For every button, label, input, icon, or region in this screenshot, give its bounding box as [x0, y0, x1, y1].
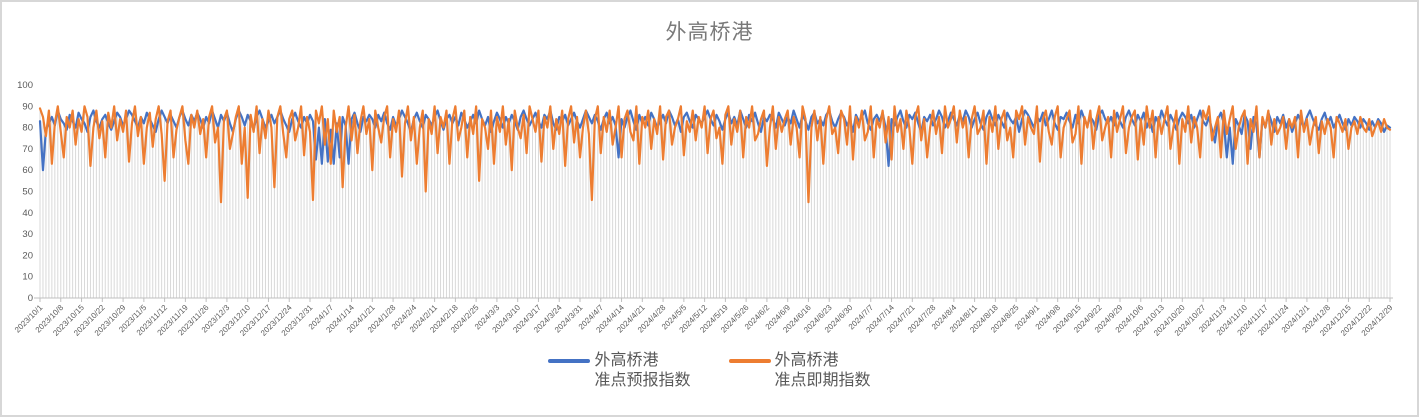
- svg-text:100: 100: [17, 80, 33, 91]
- svg-text:50: 50: [22, 187, 33, 198]
- svg-text:30: 30: [22, 229, 33, 240]
- legend-label-spot: 外高桥港 准点即期指数: [775, 351, 871, 391]
- legend-item-spot: 外高桥港 准点即期指数: [728, 351, 871, 391]
- legend-label-spot-line2: 准点即期指数: [774, 372, 871, 389]
- legend-line-swatch-blue: [548, 359, 591, 363]
- legend-label-spot-line1: 外高桥港: [774, 352, 839, 369]
- svg-text:90: 90: [22, 101, 33, 112]
- legend-label-forecast-line2: 准点预报指数: [594, 372, 691, 389]
- svg-text:60: 60: [22, 165, 33, 176]
- legend-item-forecast: 外高桥港 准点预报指数: [548, 351, 691, 391]
- svg-text:20: 20: [22, 250, 33, 261]
- svg-text:70: 70: [22, 144, 33, 155]
- legend-label-forecast: 外高桥港 准点预报指数: [594, 351, 690, 391]
- svg-text:0: 0: [28, 293, 33, 304]
- legend-line-swatch-orange: [728, 359, 771, 363]
- svg-text:80: 80: [22, 123, 33, 134]
- x-axis-ticks: [39, 298, 1391, 302]
- series-line-spot-index: [38, 105, 1392, 204]
- svg-text:10: 10: [22, 272, 33, 283]
- legend-label-forecast-line1: 外高桥港: [594, 352, 659, 369]
- chart-title: 外高桥港: [665, 21, 754, 44]
- drop-lines: [39, 106, 1391, 298]
- legend: 外高桥港 准点预报指数 外高桥港 准点即期指数: [2, 351, 1417, 391]
- x-axis-labels: 2023/10/12023/10/82023/10/152023/10/2220…: [13, 303, 1395, 338]
- y-axis-labels: 0 10 20 30 40 50 60 70 80 90 100: [17, 80, 33, 304]
- svg-text:40: 40: [22, 208, 33, 219]
